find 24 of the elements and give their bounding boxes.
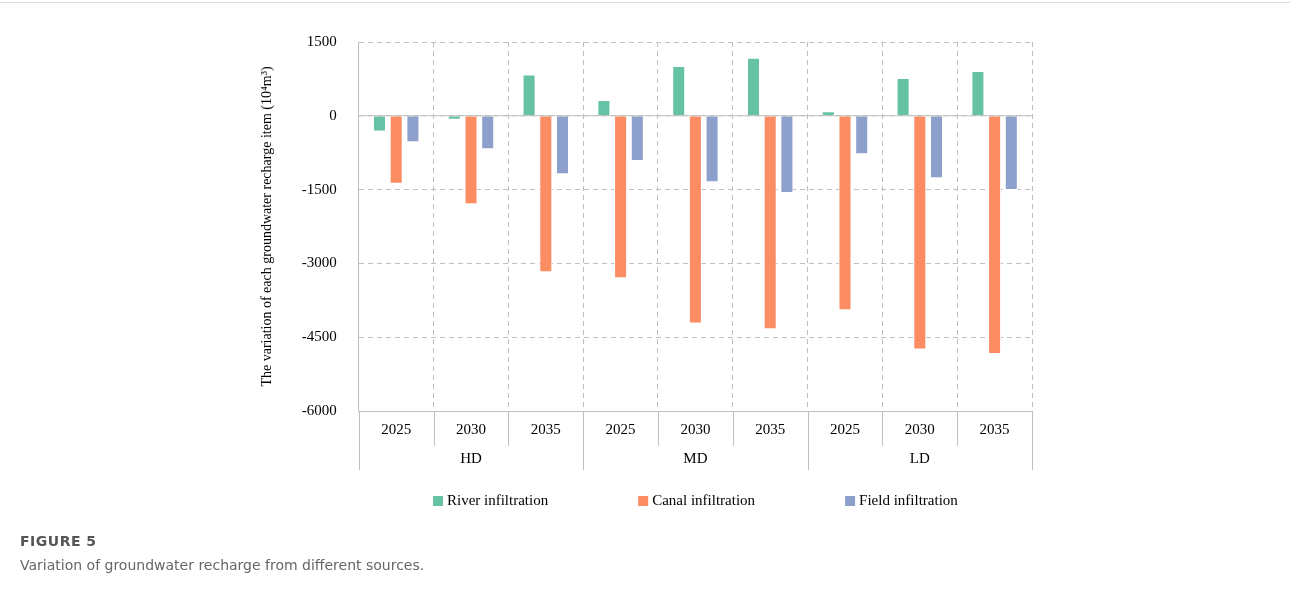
text: FIGURE 5 <box>20 533 98 549</box>
y-tick-label: -3000 <box>301 254 337 271</box>
legend-label: Canal infiltration <box>652 491 756 508</box>
legend-label: Field infiltration <box>859 491 959 508</box>
y-tick-label: -4500 <box>301 328 337 345</box>
text: HD <box>460 449 482 466</box>
y-tick-label: 0 <box>329 106 337 123</box>
y-tick-label: -6000 <box>301 401 337 418</box>
y-tick-label: 1500 <box>306 32 337 49</box>
x-tick-label: 2030 <box>904 420 935 437</box>
x-tick-label: 2025 <box>830 420 860 437</box>
x-tick-label: 2030 <box>456 420 486 437</box>
x-tick-label: 2035 <box>755 420 786 437</box>
y-tick-label: -1500 <box>301 180 337 197</box>
legend-label: River infiltration <box>446 491 549 508</box>
x-tick-label: 2025 <box>605 420 636 437</box>
y-axis-title: The variation of each groundwater recharge item (10⁴m³) <box>259 66 276 387</box>
text: MD <box>683 449 708 466</box>
x-tick-label: 2025 <box>381 420 412 437</box>
x-tick-label: 2035 <box>979 420 1010 437</box>
x-tick-label: 2030 <box>680 420 711 437</box>
text: LD <box>909 449 930 466</box>
x-tick-label: 2035 <box>530 420 561 437</box>
text: Variation of groundwater recharge from different sources. <box>20 557 425 573</box>
